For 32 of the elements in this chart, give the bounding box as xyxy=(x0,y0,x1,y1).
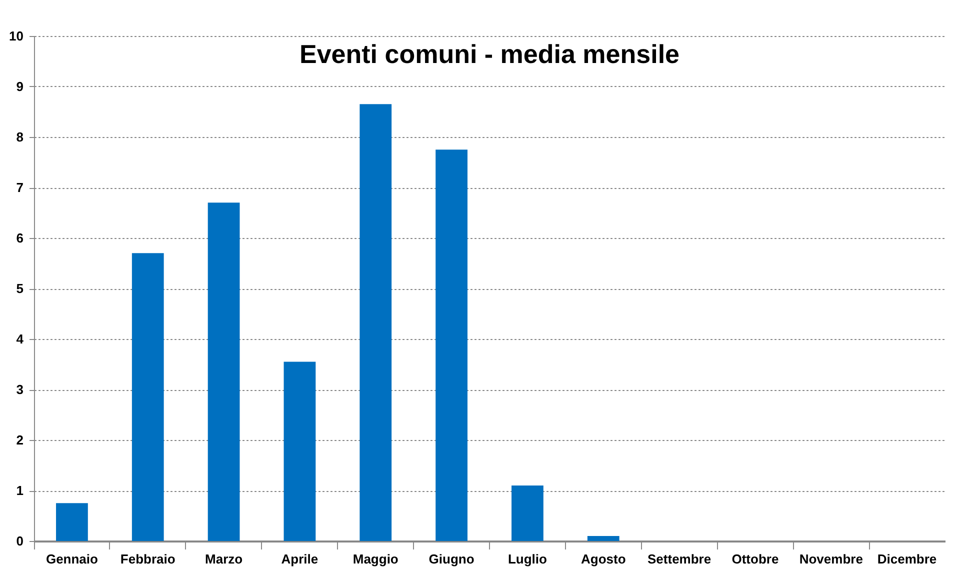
x-tick-label: Gennaio xyxy=(46,552,98,566)
y-tick-label: 0 xyxy=(16,534,24,548)
bar xyxy=(512,485,544,541)
x-tick-label: Dicembre xyxy=(877,552,937,566)
x-tick-label: Agosto xyxy=(580,552,626,566)
bar xyxy=(587,536,620,541)
bar xyxy=(436,150,468,541)
bar xyxy=(284,362,316,541)
x-tick-label: Settembre xyxy=(648,552,712,566)
y-tick-label: 10 xyxy=(9,28,24,44)
y-tick-label: 5 xyxy=(16,281,24,296)
bar xyxy=(208,202,240,541)
y-tick-label: 2 xyxy=(16,432,24,448)
y-tick-label: 1 xyxy=(16,483,24,498)
bar xyxy=(360,104,392,541)
y-tick-label: 7 xyxy=(16,180,24,195)
x-tick-label: Ottobre xyxy=(732,552,779,566)
y-tick-label: 9 xyxy=(16,79,24,94)
x-tick-label: Febbraio xyxy=(120,552,176,566)
bar xyxy=(132,253,164,541)
chart-title: Eventi comuni - media mensile xyxy=(300,39,680,69)
x-tick-label: Novembre xyxy=(799,552,863,566)
x-tick-label: Maggio xyxy=(352,552,398,566)
y-tick-label: 4 xyxy=(16,332,24,346)
x-tick-label: Giugno xyxy=(428,552,474,566)
y-tick-label: 6 xyxy=(16,230,24,246)
y-tick-label: 8 xyxy=(16,130,24,144)
x-tick-label: Aprile xyxy=(281,552,318,566)
y-tick-label: 3 xyxy=(16,382,24,397)
bar xyxy=(56,503,88,541)
x-tick-label: Luglio xyxy=(508,552,548,566)
x-tick-label: Marzo xyxy=(205,552,243,566)
